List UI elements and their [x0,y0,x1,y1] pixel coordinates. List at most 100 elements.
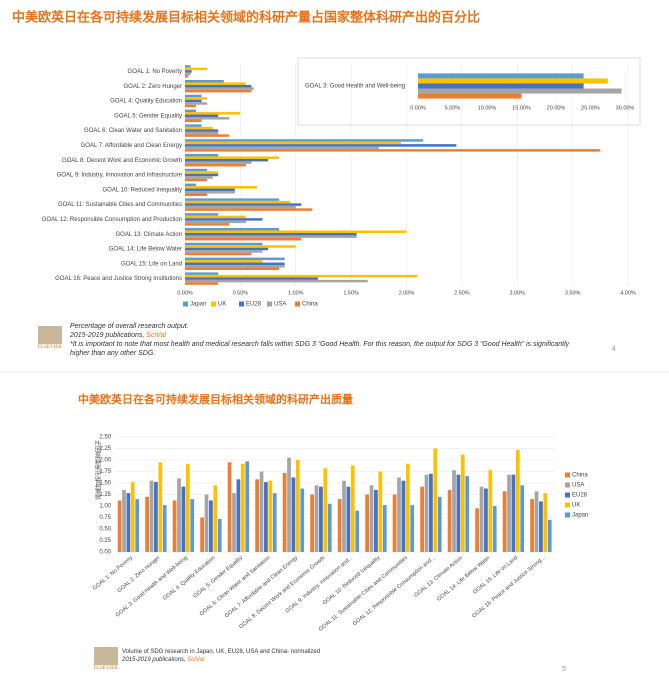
bar [185,79,224,83]
bar [154,482,158,552]
x-tick-label: GOAL 5: Gender Equality [192,555,244,600]
bar [185,463,190,552]
bar [185,191,235,194]
bar [185,193,208,197]
bar [213,485,218,552]
x-tick-label: 0.50% [233,290,249,296]
y-tick-label: GOAL 15: Life on Land [121,261,182,267]
legend-swatch [565,512,570,518]
bar [350,465,355,552]
bar [185,250,263,253]
bar [126,493,131,552]
bar [149,480,154,552]
bar [185,247,269,251]
legend-swatch [295,301,300,307]
bar [185,141,401,145]
source: 2015-2019 publications, SciVal [122,656,522,664]
legend-label: USA [274,302,286,308]
bar [185,260,263,263]
legend-swatch [211,301,216,307]
bar [185,82,246,85]
bar [185,220,246,224]
bar [185,232,357,236]
bar [185,97,208,100]
bar [185,188,235,192]
bar [204,494,209,552]
bar [502,491,507,552]
bar [300,488,305,552]
bar [418,93,522,99]
bar [479,486,484,552]
bar [158,462,163,552]
bar [185,235,357,238]
bar [287,457,291,552]
bar [323,468,328,552]
legend-label: Japan [572,513,588,519]
bar [185,163,246,167]
bar [117,500,122,552]
bar [200,517,204,552]
bar [397,477,401,552]
x-tick-label: 30.00% [616,105,635,111]
source-text: 2015-2019 publications, [70,332,145,339]
bar [122,489,126,552]
y-tick-label: GOAL 1: No Poverty [128,69,182,75]
x-tick-label: 20.00% [547,105,566,111]
bar [190,499,195,552]
x-tick-label: GOAL 4: Quality Education [162,555,216,602]
bar [520,485,525,552]
bar [236,479,241,552]
bar [418,73,584,79]
y-tick-label: GOAL 8: Decent Work and Economic Growth [62,158,182,164]
y-tick-label: GOAL 2: Zero Hunger [124,84,182,90]
bar [185,67,208,71]
bar [418,83,584,89]
bar [433,448,438,552]
bar [185,99,202,103]
bar [374,489,378,552]
bar [507,474,511,552]
bar [185,183,197,187]
legend-label: China [572,473,588,479]
bar [314,485,319,552]
y-tick-label: GOAL 9: Industry, Innovation and Infrast… [57,173,183,179]
bar [185,146,379,150]
bar [209,500,213,552]
y-tick-label: GOAL 12: Responsible Consumption and Pro… [42,217,182,223]
bar [185,158,269,162]
bar [185,257,285,261]
page-number: 5 [562,666,566,673]
logo-text: ELSEVIER [94,666,118,671]
bar [185,144,457,147]
legend-label: EU28 [572,493,588,499]
bar [245,461,250,552]
bar [135,499,140,552]
bar [240,463,245,552]
y-tick-label: GOAL 5: Gender Equality [114,113,182,119]
y-tick-label: GOAL 14: Life Below Water [109,247,182,253]
page-number: 4 [612,346,616,353]
bar [185,178,208,182]
bar [355,510,360,552]
bar [185,134,230,137]
legend-label: EU28 [246,302,262,308]
y-tick-label: GOAL 10: Reduced Inequality [103,187,183,193]
bar [185,126,213,130]
bar [185,237,302,241]
y-tick-label: 1.25 [99,492,111,498]
logo: ELSEVIER [38,326,62,350]
y-tick-label: 1.00 [99,504,111,510]
bar [130,482,135,552]
legend-swatch [565,472,570,478]
bar [460,454,465,552]
bar [418,88,622,94]
bar [185,279,368,283]
legend-swatch [239,301,244,307]
y-tick-label: 0.75 [99,515,111,521]
bar [185,205,296,209]
bar [452,470,456,552]
bar [185,230,407,233]
bar [185,262,285,266]
slide-title: 中美欧英日在各可持续发展目标相关领域的科研产量占国家整体科研产出的百分比 [12,9,480,24]
legend-label: China [302,302,318,308]
